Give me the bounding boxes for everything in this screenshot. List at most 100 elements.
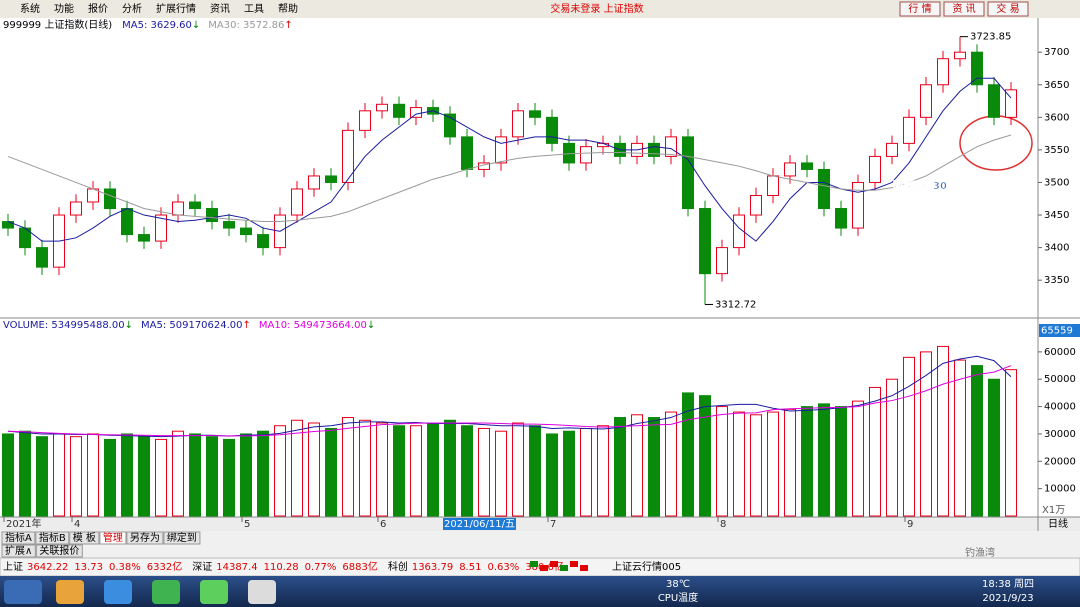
- tab-label[interactable]: 关联报价: [39, 544, 79, 557]
- nav-button-label[interactable]: 交 易: [996, 2, 1019, 15]
- candle-body: [937, 58, 949, 86]
- x-tick-label: 4: [74, 519, 80, 530]
- candle-body: [920, 84, 932, 118]
- tab-label[interactable]: 指标A: [5, 531, 32, 544]
- y-tick-label: 40000: [1044, 402, 1076, 413]
- nav-button[interactable]: [943, 1, 985, 17]
- volume-bar: [393, 425, 405, 517]
- volume-bar: [342, 417, 354, 517]
- volume-bar: [478, 427, 490, 517]
- taskbar-temp: 38℃: [666, 579, 690, 590]
- index-value: 14387.4: [216, 562, 257, 573]
- nav-button-label[interactable]: 行 情: [908, 2, 931, 15]
- tab[interactable]: [1, 531, 36, 545]
- legend-arrow: ↑: [243, 320, 251, 331]
- menu-item[interactable]: 报价: [88, 2, 108, 15]
- tab[interactable]: [163, 531, 201, 545]
- tab-label[interactable]: 模 板: [73, 531, 96, 544]
- candle-body: [954, 51, 966, 60]
- taskbar-temp-label: CPU温度: [658, 591, 698, 604]
- y-tick-label: 20000: [1044, 456, 1076, 467]
- menu-item[interactable]: 扩展行情: [156, 2, 196, 15]
- volume-bar: [53, 433, 65, 517]
- volume-bar: [835, 406, 847, 517]
- volume-bar: [818, 403, 830, 517]
- candle-body: [750, 194, 762, 216]
- menu-item[interactable]: 帮助: [278, 2, 298, 15]
- candle-body: [359, 110, 371, 131]
- watermark: 钓渔湾: [965, 546, 995, 559]
- volume-bar: [937, 345, 949, 517]
- candle-body: [70, 201, 82, 216]
- tab-label[interactable]: 另存为: [130, 531, 160, 544]
- start-button[interactable]: [4, 580, 42, 604]
- candle-body: [665, 136, 677, 157]
- app-icon[interactable]: [152, 580, 180, 604]
- volume-bar: [631, 414, 643, 517]
- menu-item[interactable]: 功能: [54, 2, 74, 15]
- app-icon[interactable]: [200, 580, 228, 604]
- index-value: 8.51: [459, 562, 481, 573]
- index-value: 3642.22: [27, 562, 68, 573]
- volume-bar: [274, 425, 286, 517]
- candle-body: [801, 162, 813, 170]
- index-value: 0.77%: [305, 562, 337, 573]
- tab-label[interactable]: 管理: [103, 531, 123, 544]
- app-icon[interactable]: [248, 580, 276, 604]
- callout-circle: [959, 115, 1033, 171]
- volume-bar: [699, 395, 711, 517]
- menu-item[interactable]: 分析: [122, 2, 142, 15]
- tab-label[interactable]: 指标B: [39, 531, 66, 544]
- y-tick-label: 3450: [1044, 210, 1069, 221]
- menu-item[interactable]: 工具: [244, 3, 264, 15]
- candle-body: [206, 208, 218, 223]
- tab[interactable]: [1, 544, 36, 558]
- volume-bar: [291, 419, 303, 517]
- volume-bar: [733, 411, 745, 517]
- nav-button-label[interactable]: 资 讯: [952, 3, 975, 15]
- y-tick-label: 3550: [1044, 145, 1069, 156]
- tab-label[interactable]: 绑定到: [167, 531, 197, 544]
- mini-bar: [540, 565, 548, 571]
- menu-item[interactable]: 系统: [20, 2, 40, 15]
- volume-bar: [665, 411, 677, 517]
- candle-body: [495, 136, 507, 164]
- volume-bar: [716, 406, 728, 517]
- y-tick-label: 3600: [1044, 112, 1069, 123]
- candle-body: [291, 188, 303, 216]
- volume-bar: [121, 433, 133, 517]
- volume-bar: [36, 436, 48, 517]
- candle-body: [138, 234, 150, 242]
- menu-item[interactable]: 资讯: [210, 3, 230, 15]
- index-name: 上证: [3, 561, 23, 573]
- index-value: 13.73: [74, 562, 103, 573]
- volume-bar: [767, 411, 779, 517]
- y-tick-label: 3500: [1044, 177, 1069, 188]
- candle-body: [172, 201, 184, 216]
- mini-bar: [580, 565, 588, 571]
- app-icon[interactable]: [104, 580, 132, 604]
- candle-body: [155, 214, 167, 242]
- x-tick-label: 2021年: [6, 517, 41, 530]
- index-value: 110.28: [264, 562, 299, 573]
- tab[interactable]: [126, 531, 164, 545]
- y-tick-label: 3650: [1044, 80, 1069, 91]
- candle-body: [869, 155, 881, 183]
- tab-label[interactable]: 扩展∧: [5, 544, 32, 557]
- volume-bar: [257, 430, 269, 517]
- tab[interactable]: [99, 531, 127, 545]
- app-icon[interactable]: [56, 580, 84, 604]
- tab[interactable]: [35, 531, 70, 545]
- candle-body: [529, 110, 541, 118]
- tab[interactable]: [35, 544, 83, 558]
- candle-body: [733, 214, 745, 249]
- y-tick-label: 60000: [1044, 347, 1076, 358]
- volume-bar: [308, 422, 320, 517]
- nav-button[interactable]: [899, 1, 941, 17]
- volume-bar: [580, 427, 592, 517]
- x-tick-label: 6: [380, 519, 386, 530]
- tab[interactable]: [69, 531, 100, 545]
- nav-button[interactable]: [987, 1, 1029, 17]
- index-value: 6883亿: [342, 560, 377, 573]
- candle-body: [223, 221, 235, 229]
